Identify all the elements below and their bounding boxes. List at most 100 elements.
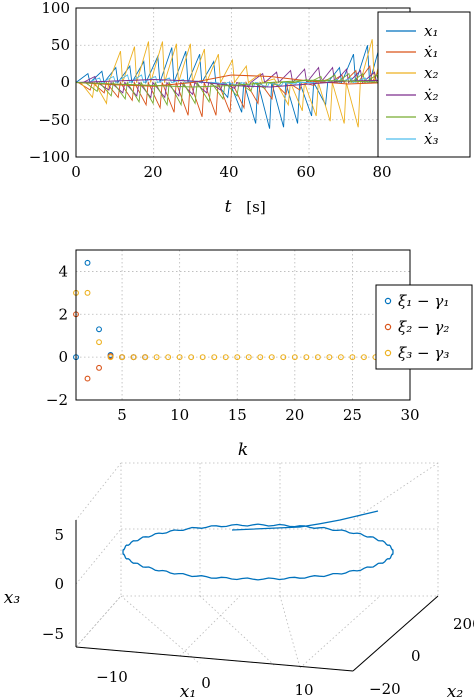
convergence-point xyxy=(96,364,102,371)
time-series-lines xyxy=(75,36,411,129)
grid-line xyxy=(120,595,201,665)
time-series-xtick-label: 80 xyxy=(372,163,391,181)
convergence-point xyxy=(257,354,264,361)
time-series-x-ticks: 0 20 40 60 80 xyxy=(71,163,391,181)
convergence-xtick-label: 15 xyxy=(228,406,247,424)
convergence-point xyxy=(84,289,91,296)
grid-line xyxy=(75,595,122,648)
convergence-xtick-label: 20 xyxy=(285,406,304,424)
phase-portrait-3d: 5 0 −5 −10 0 10 200 0 −20 x₁ x₂ x₃ xyxy=(4,462,474,699)
time-series-ytick-label: 100 xyxy=(41,0,70,17)
convergence-point xyxy=(188,354,195,361)
convergence-point xyxy=(268,354,275,361)
time-series-ytick-label: 50 xyxy=(51,36,70,54)
x-tick-label: 0 xyxy=(201,674,211,692)
legend-label-x3: x₃ xyxy=(424,108,438,126)
time-series-ytick-label: 0 xyxy=(60,73,70,91)
orbit-transient-tail xyxy=(231,510,379,531)
y-tick-label: −20 xyxy=(369,680,401,698)
legend-marker-xi2 xyxy=(384,323,392,331)
convergence-point xyxy=(199,354,206,361)
convergence-point xyxy=(84,375,91,382)
x1-axis xyxy=(75,646,354,672)
time-series-xtick-label: 20 xyxy=(143,163,162,181)
convergence-point xyxy=(165,354,172,361)
convergence-legend-box xyxy=(375,284,473,370)
legend-label-x1: x₁ xyxy=(424,22,438,40)
convergence-point xyxy=(119,354,126,361)
orbit-trajectory xyxy=(122,523,394,581)
z-tick-label: 0 xyxy=(54,575,64,593)
convergence-point xyxy=(176,354,183,361)
convergence-xtick-label: 10 xyxy=(170,406,189,424)
convergence-ytick-label: 0 xyxy=(58,348,68,366)
convergence-ytick-label: 2 xyxy=(58,305,68,323)
y-tick-label: 0 xyxy=(411,647,421,665)
y-tick-label: 200 xyxy=(453,615,474,633)
convergence-point xyxy=(349,354,356,361)
time-series-xlabel-unit: [s] xyxy=(246,198,265,216)
legend-label-xi1: ξ₁ − γ₁ xyxy=(398,292,449,310)
x2-axis-label: x₂ xyxy=(447,682,464,699)
convergence-point xyxy=(337,354,344,361)
convergence-point xyxy=(360,354,367,361)
z-tick-label: 5 xyxy=(54,526,64,544)
convergence-point xyxy=(245,354,252,361)
convergence-xtick-label: 30 xyxy=(400,406,419,424)
time-series-ytick-label: −100 xyxy=(29,148,70,166)
convergence-point xyxy=(234,354,241,361)
convergence-point xyxy=(153,354,160,361)
legend-label-xi3: ξ₃ − γ₃ xyxy=(398,344,449,362)
x-tick-label: −10 xyxy=(96,668,128,686)
time-series-xtick-label: 60 xyxy=(296,163,315,181)
time-series-xlabel-var: t xyxy=(225,197,232,217)
convergence-grid xyxy=(76,250,411,401)
time-series-slow-curve xyxy=(75,79,410,88)
convergence-xtick-label: 25 xyxy=(343,406,362,424)
time-series-legend-box xyxy=(377,11,471,158)
time-series-legend: x₁ ẋ₁ x₂ ẋ₂ x₃ ẋ₃ xyxy=(377,11,471,158)
legend-marker-xi1 xyxy=(384,297,392,305)
convergence-point xyxy=(280,354,287,361)
back-wall xyxy=(120,462,439,597)
legend-marker-xi3 xyxy=(384,349,392,357)
convergence-x-ticks: 5 10 15 20 25 30 xyxy=(117,406,419,424)
floor xyxy=(75,595,439,672)
grid-line xyxy=(199,595,276,667)
convergence-point xyxy=(291,354,298,361)
convergence-ytick-label: 4 xyxy=(58,262,68,280)
time-series-line xyxy=(75,36,411,129)
grid-line xyxy=(279,595,301,669)
grid-line xyxy=(75,528,122,585)
convergence-points xyxy=(73,259,413,382)
convergence-point xyxy=(211,354,218,361)
phase-portrait-axes xyxy=(75,520,439,672)
convergence-point xyxy=(142,354,149,361)
convergence-chart: 420−2 5 10 15 20 25 30 k ξ₁ − γ₁ ξ₂ − γ₂ ξ₃ −… xyxy=(46,249,473,460)
phase-portrait-grid xyxy=(75,462,439,672)
left-wall-top xyxy=(75,462,439,521)
convergence-point xyxy=(107,354,114,361)
convergence-xlabel: k xyxy=(238,440,248,460)
time-series-xtick-label: 0 xyxy=(71,163,81,181)
time-series-xtick-label: 40 xyxy=(219,163,238,181)
x-tick-label: 10 xyxy=(294,681,313,699)
convergence-point xyxy=(314,354,321,361)
legend-label-xdot3: ẋ₃ xyxy=(424,130,438,148)
convergence-frame xyxy=(75,249,411,401)
convergence-point xyxy=(96,339,102,346)
convergence-point xyxy=(84,259,91,266)
convergence-y-ticks: 4 2 0 −2 xyxy=(46,262,68,409)
convergence-point xyxy=(96,326,102,333)
time-series-line xyxy=(76,36,403,128)
z-tick-label: −5 xyxy=(42,625,64,643)
convergence-point xyxy=(303,354,310,361)
legend-label-xdot2: ẋ₂ xyxy=(424,86,438,104)
time-series-slow-curve xyxy=(75,74,410,87)
time-series-slow-curve xyxy=(75,78,411,88)
x1-axis-label: x₁ xyxy=(180,682,196,699)
x2-axis xyxy=(352,595,439,672)
left-wall xyxy=(75,520,122,649)
convergence-ytick-label: −2 xyxy=(46,391,68,409)
